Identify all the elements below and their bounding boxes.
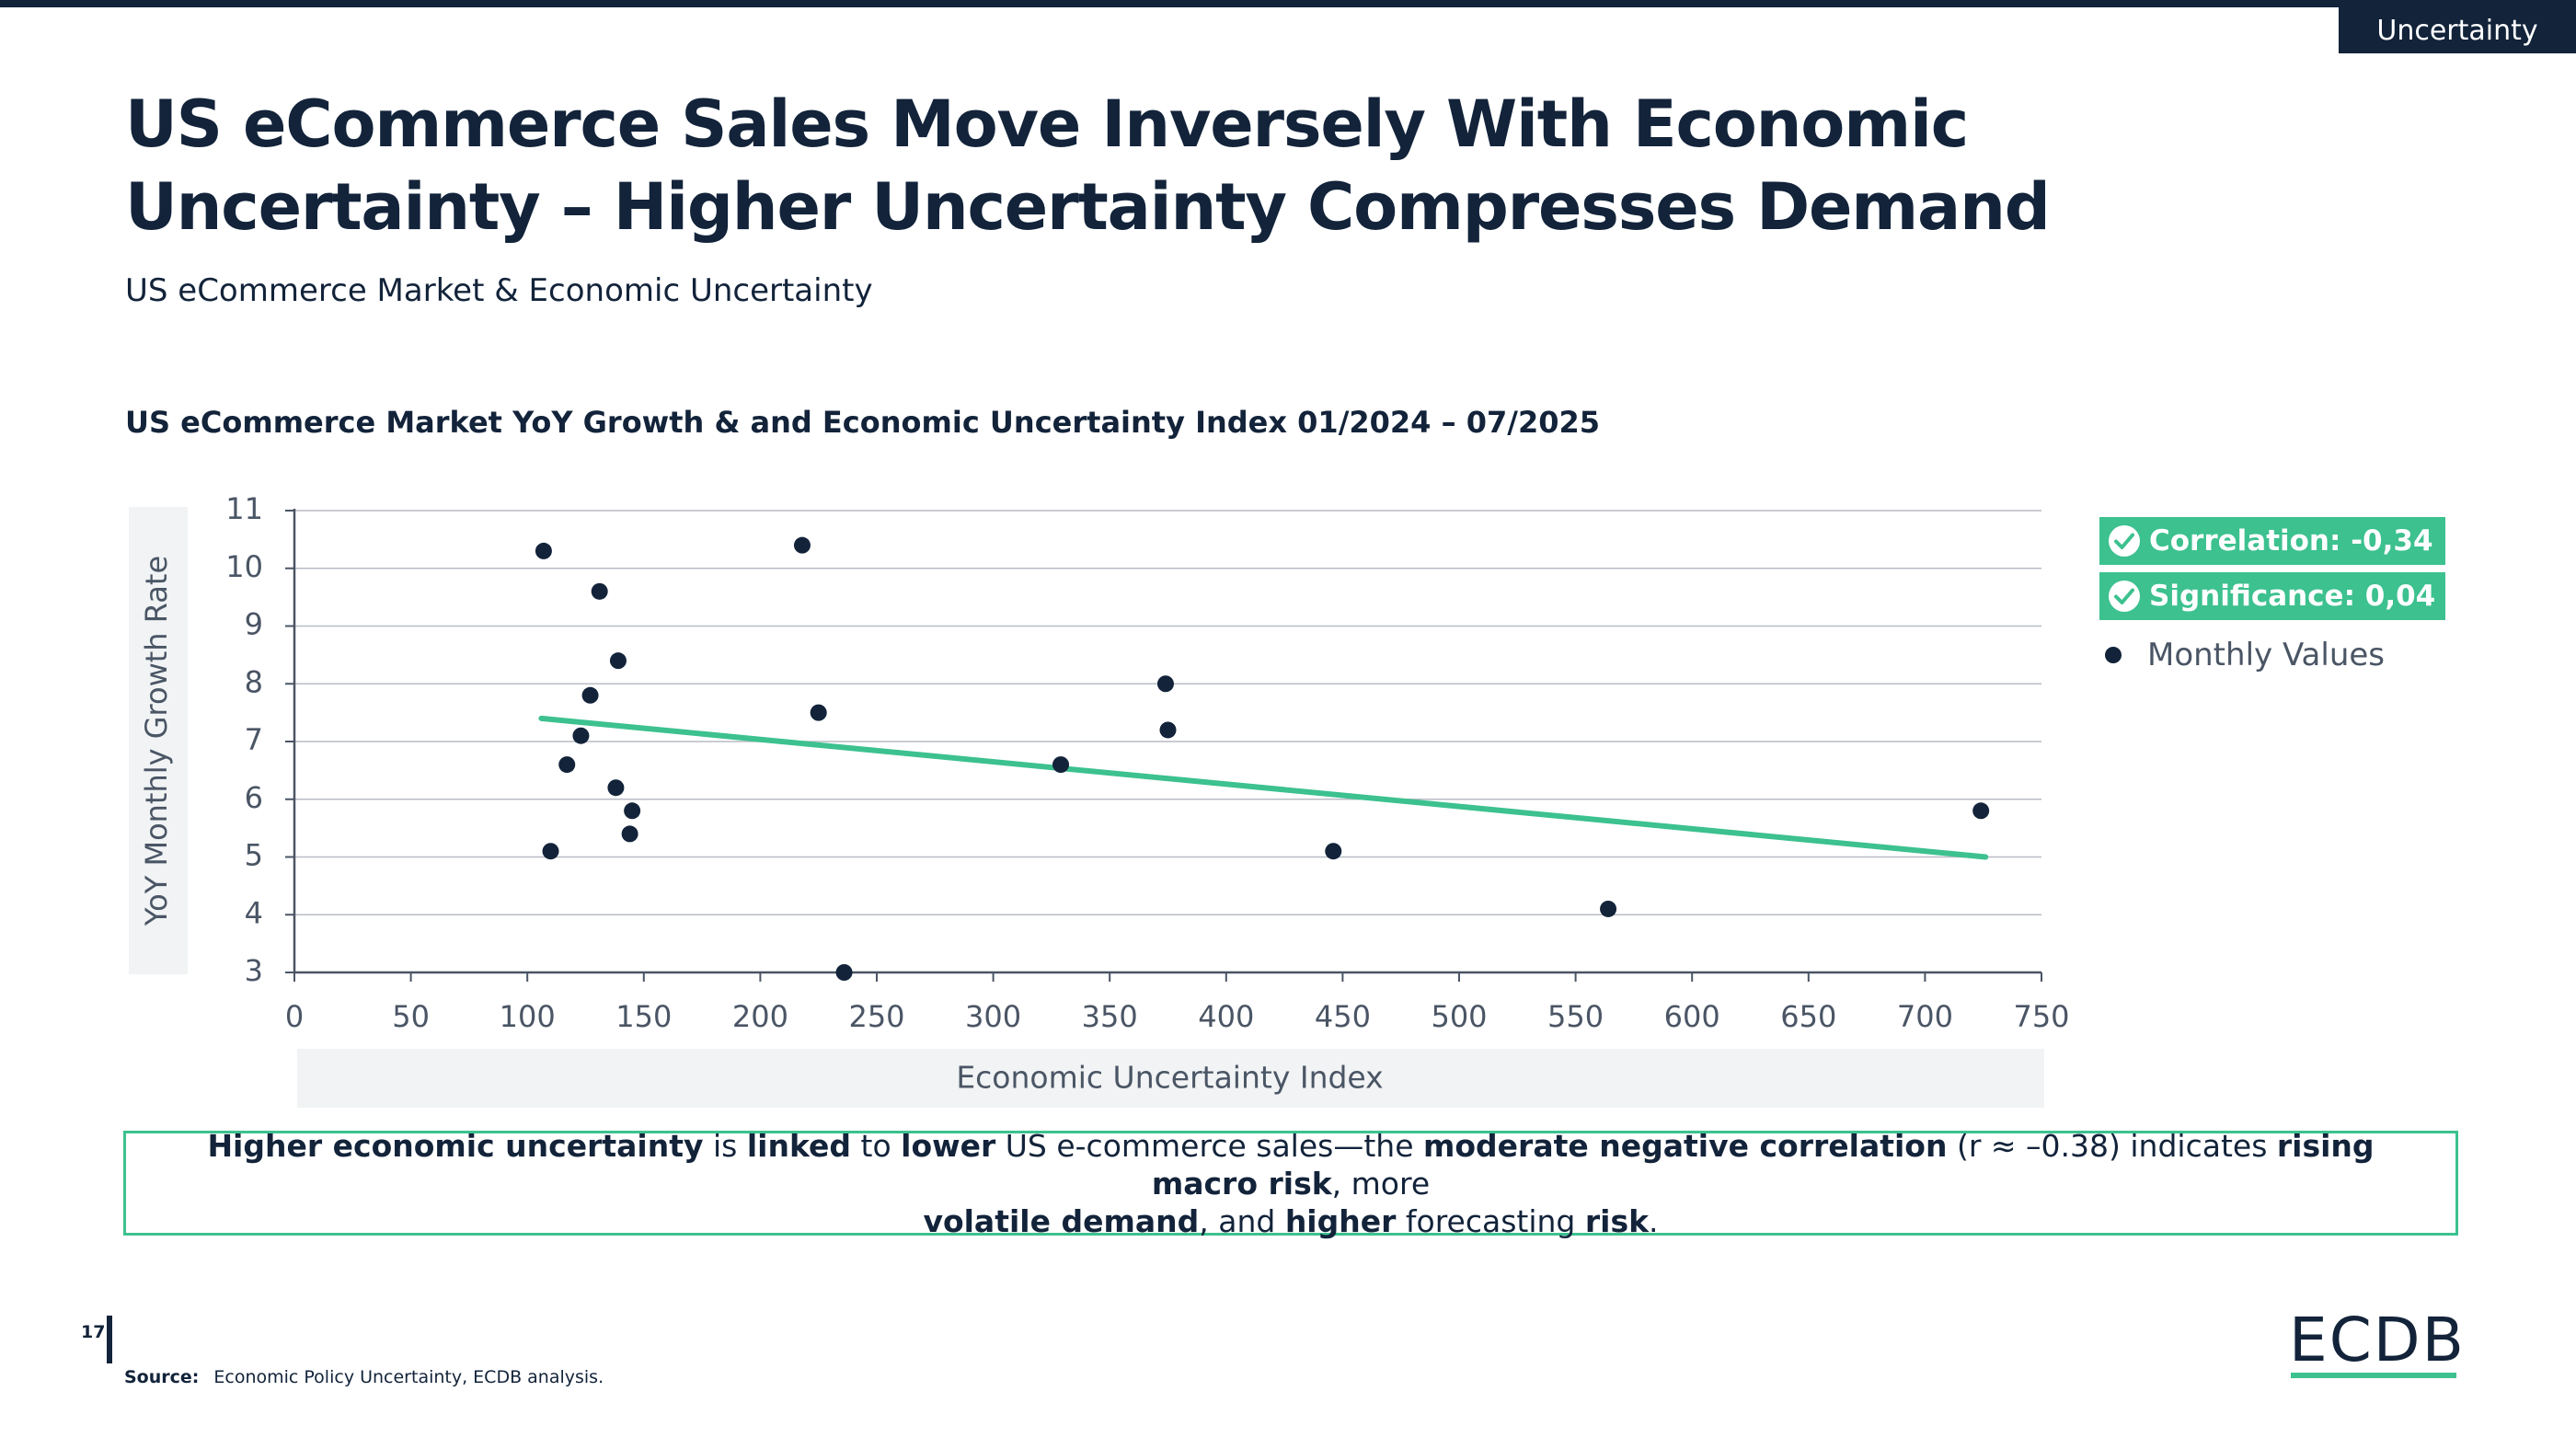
legend-label: Monthly Values (2147, 637, 2386, 673)
data-point (542, 843, 559, 860)
x-tick-label: 650 (1780, 999, 1836, 1034)
data-point (1156, 675, 1174, 693)
x-tick-label: 0 (285, 999, 304, 1034)
x-tick-label: 700 (1897, 999, 1953, 1034)
x-tick-label: 200 (732, 999, 788, 1034)
insight-box: Higher economic uncertainty is linked to… (123, 1128, 2458, 1239)
y-axis-title-background (129, 507, 188, 974)
x-axis-title: Economic Uncertainty Index (956, 1060, 1383, 1096)
legend-marker (2105, 647, 2122, 663)
data-point (621, 825, 638, 843)
y-tick-label: 7 (245, 722, 263, 757)
chart-heading: US eCommerce Market YoY Growth & and Eco… (125, 405, 1600, 440)
data-point (581, 686, 599, 704)
significance-badge: Significance: 0,04 (2099, 572, 2445, 620)
check-circle-icon (2109, 581, 2140, 612)
data-point (591, 582, 608, 600)
x-tick-label: 550 (1547, 999, 1604, 1034)
x-axis-title-background (297, 1049, 2044, 1108)
y-tick-label: 8 (245, 664, 263, 699)
data-point (1600, 900, 1617, 917)
data-point (793, 536, 811, 554)
y-axis-title: YoY Monthly Growth Rate (139, 556, 174, 926)
page-subtitle: US eCommerce Market & Economic Uncertain… (125, 272, 873, 309)
correlation-badge: Correlation: -0,34 (2099, 517, 2445, 565)
data-point (1052, 756, 1070, 774)
data-point (810, 704, 827, 721)
check-circle-icon (2109, 525, 2140, 557)
data-point (624, 802, 641, 820)
page-number-bar (107, 1316, 112, 1363)
x-tick-label: 100 (500, 999, 556, 1034)
data-point (1325, 843, 1342, 860)
page-number: 17 (81, 1322, 106, 1342)
data-point (572, 727, 590, 744)
trendline (538, 715, 1989, 860)
data-point (1159, 721, 1177, 739)
x-tick-label: 50 (392, 999, 430, 1034)
top-bar (0, 0, 2576, 7)
legend-monthly-values: Monthly Values (2099, 637, 2385, 673)
y-tick-label: 5 (245, 838, 263, 873)
x-tick-label: 150 (615, 999, 672, 1034)
data-point (835, 964, 853, 981)
y-tick-label: 10 (225, 549, 263, 584)
data-point (607, 779, 625, 797)
section-tag: Uncertainty (2339, 7, 2576, 53)
x-tick-label: 300 (965, 999, 1021, 1034)
source-note: Source: Economic Policy Uncertainty, ECDB… (124, 1367, 604, 1387)
ecdb-logo: ECDB (2289, 1305, 2466, 1380)
x-tick-label: 500 (1431, 999, 1487, 1034)
source-label: Source: (124, 1367, 200, 1387)
data-point (558, 756, 576, 774)
x-tick-label: 400 (1198, 999, 1254, 1034)
significance-label: Significance: 0,04 (2149, 580, 2436, 613)
y-tick-label: 11 (225, 491, 263, 526)
correlation-label: Correlation: -0,34 (2149, 524, 2433, 558)
data-point (609, 652, 627, 670)
insight-text: Higher economic uncertainty is linked to… (207, 1127, 2375, 1239)
source-text: Economic Policy Uncertainty, ECDB analys… (213, 1367, 604, 1387)
x-tick-label: 250 (848, 999, 904, 1034)
data-point (535, 542, 552, 559)
logo-underline (2291, 1373, 2456, 1378)
x-tick-label: 350 (1082, 999, 1138, 1034)
y-tick-label: 9 (245, 607, 263, 642)
x-tick-label: 600 (1664, 999, 1720, 1034)
y-tick-label: 6 (245, 780, 263, 815)
data-point (1972, 802, 1990, 820)
logo-text: ECDB (2289, 1305, 2466, 1375)
y-tick-label: 3 (245, 953, 263, 988)
x-tick-label: 750 (2013, 999, 2069, 1034)
page-title: US eCommerce Sales Move Inversely With E… (125, 86, 2051, 245)
y-tick-label: 4 (245, 895, 263, 930)
x-tick-label: 450 (1315, 999, 1371, 1034)
